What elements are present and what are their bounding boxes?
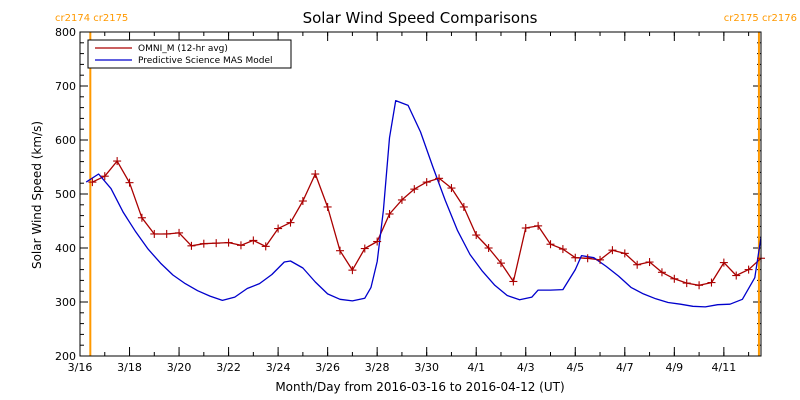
omni-data-point — [212, 239, 221, 248]
mas-model-series-line — [85, 99, 761, 308]
x-tick-label: 3/18 — [117, 361, 142, 374]
legend-label-omni: OMNI_M (12-hr avg) — [138, 44, 228, 54]
omni-data-point — [360, 244, 369, 253]
omni-data-point — [336, 246, 345, 255]
omni-data-point — [199, 239, 208, 248]
omni-data-point — [447, 184, 456, 193]
omni-data-point — [261, 242, 270, 251]
omni-data-point — [620, 249, 629, 258]
omni-data-point — [484, 244, 493, 252]
omni-data-point — [558, 245, 567, 254]
omni-data-point — [608, 246, 617, 255]
y-axis-label: Solar Wind Speed (km/s) — [30, 121, 44, 269]
legend: OMNI_M (12-hr avg) Predictive Science MA… — [87, 39, 292, 69]
omni-data-point — [546, 240, 555, 249]
y-tick-label: 800 — [55, 26, 76, 39]
omni-data-point — [657, 268, 666, 277]
omni-data-point — [695, 281, 704, 290]
omni-data-point — [645, 258, 654, 267]
omni-data-point — [150, 229, 159, 238]
carrington-marker-label: cr2174 cr2175 — [55, 13, 128, 24]
omni-data-point — [113, 157, 122, 166]
omni-data-point — [707, 278, 716, 287]
omni-data-point — [298, 197, 307, 206]
x-tick-label: 4/9 — [665, 361, 683, 374]
omni-data-point — [137, 213, 146, 222]
y-tick-label: 400 — [55, 242, 76, 255]
y-tick-label: 700 — [55, 80, 76, 93]
legend-box — [87, 39, 292, 69]
y-tick-label: 500 — [55, 188, 76, 201]
carrington-marker-label: cr2175 cr2176 — [724, 13, 797, 24]
x-tick-label: 4/7 — [616, 361, 634, 374]
omni-data-point — [670, 274, 679, 283]
omni-data-point — [509, 277, 518, 286]
y-tick-label: 200 — [55, 350, 76, 363]
x-tick-label: 4/5 — [566, 361, 584, 374]
omni-data-point — [583, 254, 592, 263]
omni-data-point — [249, 236, 258, 245]
omni-data-point — [521, 224, 530, 233]
omni-data-point — [422, 178, 431, 187]
omni-data-point — [286, 218, 295, 227]
x-tick-label: 4/1 — [467, 361, 485, 374]
x-tick-label: 3/20 — [167, 361, 192, 374]
x-tick-label: 3/26 — [315, 361, 340, 374]
omni-data-point — [236, 241, 245, 250]
omni-data-point — [100, 172, 109, 181]
omni-data-point — [373, 237, 382, 246]
omni-data-point — [348, 266, 357, 275]
omni-data-point — [162, 229, 171, 238]
omni-data-point — [397, 195, 406, 204]
x-tick-label: 3/16 — [68, 361, 93, 374]
x-tick-label: 3/24 — [266, 361, 291, 374]
omni-series-line — [92, 160, 761, 286]
omni-data-point — [596, 255, 605, 264]
omni-data-point — [385, 209, 394, 218]
x-tick-label: 3/22 — [216, 361, 241, 374]
omni-data-point — [682, 279, 691, 288]
plot-area-frame — [79, 31, 762, 357]
omni-data-point — [323, 202, 332, 211]
omni-data-point — [534, 221, 543, 230]
omni-data-point — [459, 202, 468, 211]
x-tick-label: 4/3 — [517, 361, 535, 374]
omni-data-point — [311, 170, 320, 179]
x-tick-label: 4/11 — [712, 361, 737, 374]
omni-data-point — [274, 224, 283, 233]
omni-data-point — [187, 241, 196, 250]
omni-data-point — [88, 178, 97, 187]
omni-data-point — [435, 174, 444, 183]
omni-data-point — [125, 178, 134, 187]
y-tick-label: 300 — [55, 296, 76, 309]
x-tick-label: 3/28 — [365, 361, 390, 374]
omni-data-point — [410, 185, 419, 194]
chart-title: Solar Wind Speed Comparisons — [303, 9, 538, 27]
omni-data-point — [633, 260, 642, 269]
omni-data-point — [496, 259, 505, 268]
y-tick-label: 600 — [55, 134, 76, 147]
omni-data-point — [571, 253, 580, 262]
omni-data-point — [744, 265, 753, 274]
x-axis-label: Month/Day from 2016-03-16 to 2016-04-12 … — [275, 380, 564, 394]
omni-data-point — [175, 228, 184, 237]
legend-label-mas: Predictive Science MAS Model — [138, 56, 273, 66]
x-tick-label: 3/30 — [414, 361, 439, 374]
omni-data-point — [732, 271, 741, 280]
omni-data-point — [224, 238, 233, 247]
omni-data-point — [719, 258, 728, 267]
omni-data-point — [472, 231, 481, 240]
